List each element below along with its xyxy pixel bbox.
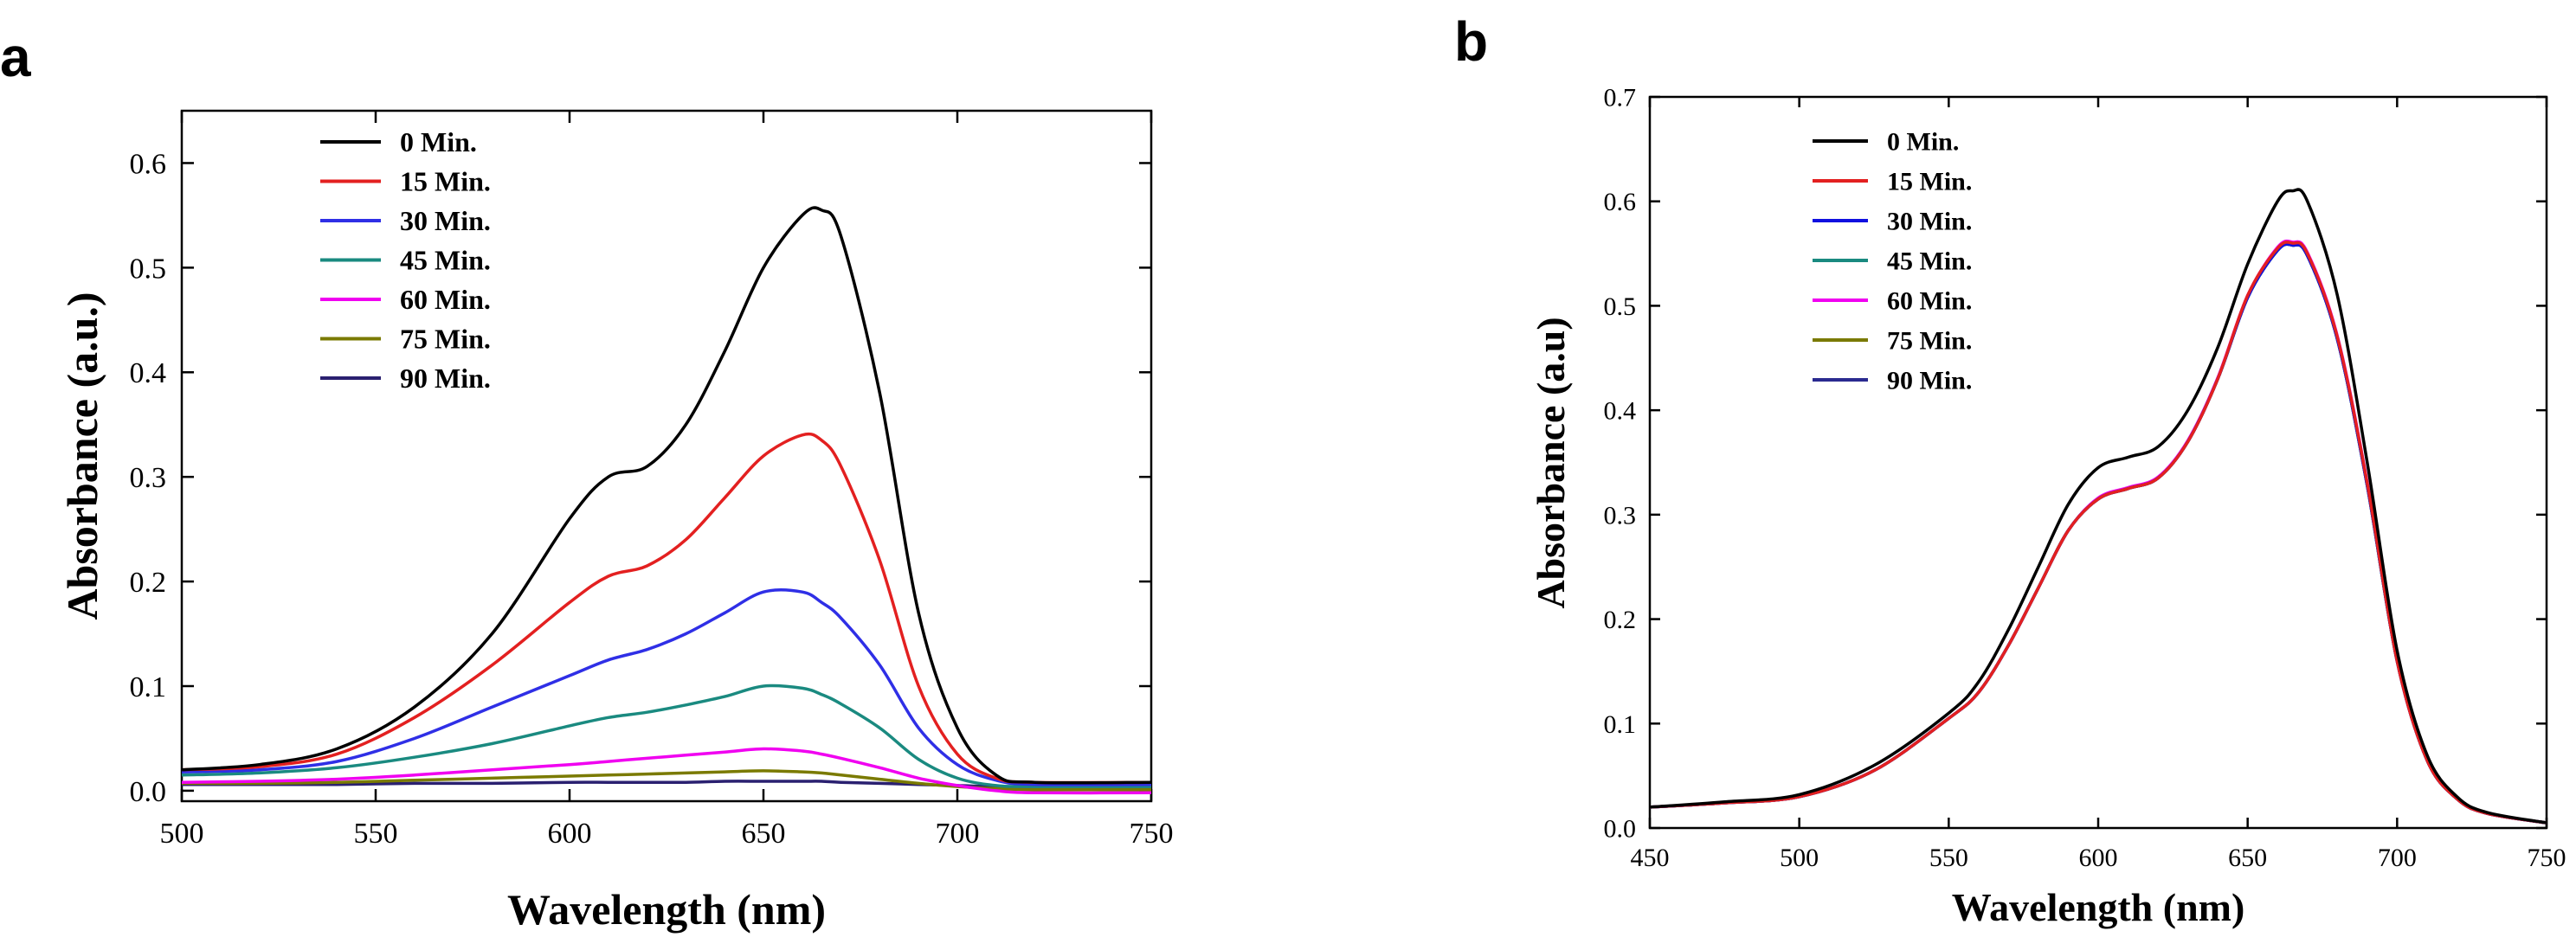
x-tick-label: 650: [742, 818, 786, 850]
y-tick-label: 0.4: [130, 357, 167, 389]
y-tick-label: 0.4: [1604, 397, 1637, 426]
legend-label: 45 Min.: [400, 245, 491, 276]
y-tick-label: 0.1: [130, 671, 167, 703]
y-tick-label: 0.0: [1604, 815, 1637, 844]
series-line-60-min: [1650, 239, 2547, 825]
y-tick-label: 0.6: [130, 148, 167, 180]
legend-label: 45 Min.: [1887, 247, 1972, 276]
x-tick-label: 750: [1130, 818, 1174, 850]
x-tick-label: 650: [2228, 844, 2267, 872]
legend: 0 Min. 15 Min. 30 Min. 45 Min. 60 Min. 75 Min…: [320, 126, 491, 394]
y-tick-label: 0.5: [130, 253, 167, 285]
plot-frame-a: [180, 109, 1153, 803]
y-axis-title: Absorbance (a.u): [1529, 317, 1573, 608]
legend-label: 90 Min.: [400, 363, 491, 394]
legend-label: 15 Min.: [1887, 168, 1972, 196]
y-tick-label: 0.1: [1604, 710, 1637, 739]
x-tick-label: 700: [2378, 844, 2417, 872]
series-line-75-min: [1650, 242, 2547, 825]
series-line-60-min: [182, 747, 1151, 795]
series-line-30-min: [1650, 242, 2547, 825]
y-tick-label: 0.0: [130, 776, 167, 808]
x-tick-label: 500: [160, 818, 204, 850]
x-axis-title: Wavelength (nm): [507, 885, 826, 934]
series-group: [182, 206, 1151, 795]
series-line-0-min: [182, 206, 1151, 785]
y-tick-label: 0.6: [1604, 188, 1637, 216]
x-tick-label: 500: [1780, 844, 1819, 872]
x-tick-label: 600: [2079, 844, 2118, 872]
series-line-15-min: [182, 432, 1151, 785]
panel-b: b 450 500 550 600 650 700 750 0.0 0.1 0.2 0.3 0.4 0.…: [1454, 10, 2566, 929]
legend-label: 60 Min.: [1887, 287, 1972, 316]
x-tick-label: 750: [2528, 844, 2566, 872]
x-tick-label: 550: [354, 818, 398, 850]
y-tick-label: 0.2: [130, 567, 167, 599]
legend-label: 15 Min.: [400, 166, 491, 197]
legend-label: 75 Min.: [400, 324, 491, 355]
panel-b-label: b: [1454, 10, 1488, 73]
x-tick-label: 450: [1631, 844, 1670, 872]
series-line-45-min: [1650, 242, 2547, 825]
x-tick-label: 600: [548, 818, 592, 850]
y-axis-title: Absorbance (a.u.): [58, 292, 106, 619]
y-tick-label: 0.3: [130, 462, 167, 494]
y-tick-label: 0.2: [1604, 606, 1637, 634]
legend-label: 90 Min.: [1887, 367, 1972, 395]
y-tick-label: 0.5: [1604, 292, 1637, 321]
series-line-30-min: [182, 588, 1151, 786]
legend-label: 0 Min.: [1887, 128, 1959, 157]
legend-label: 0 Min.: [400, 126, 477, 157]
legend-label: 75 Min.: [1887, 327, 1972, 356]
series-line-90-min: [1650, 242, 2547, 825]
series-line-45-min: [182, 684, 1151, 788]
series-line-15-min: [1650, 241, 2547, 825]
x-tick-label: 700: [936, 818, 980, 850]
x-tick-label: 550: [1929, 844, 1968, 872]
panel-a: a 500 550 600 650 700 750 0.0 0.1 0.2 0.3 0.4 0.5 0.…: [0, 26, 1174, 934]
series-line-0-min: [1650, 188, 2547, 825]
y-tick-label: 0.7: [1604, 84, 1637, 112]
legend-label: 30 Min.: [1887, 208, 1972, 236]
panel-a-label: a: [0, 26, 31, 88]
y-tick-label: 0.3: [1604, 501, 1637, 530]
series-group: [1650, 188, 2547, 825]
legend-label: 30 Min.: [400, 205, 491, 236]
x-axis-title: Wavelength (nm): [1952, 885, 2245, 929]
legend: 0 Min. 15 Min. 30 Min. 45 Min. 60 Min. 75 Min…: [1813, 128, 1972, 395]
legend-label: 60 Min.: [400, 284, 491, 315]
